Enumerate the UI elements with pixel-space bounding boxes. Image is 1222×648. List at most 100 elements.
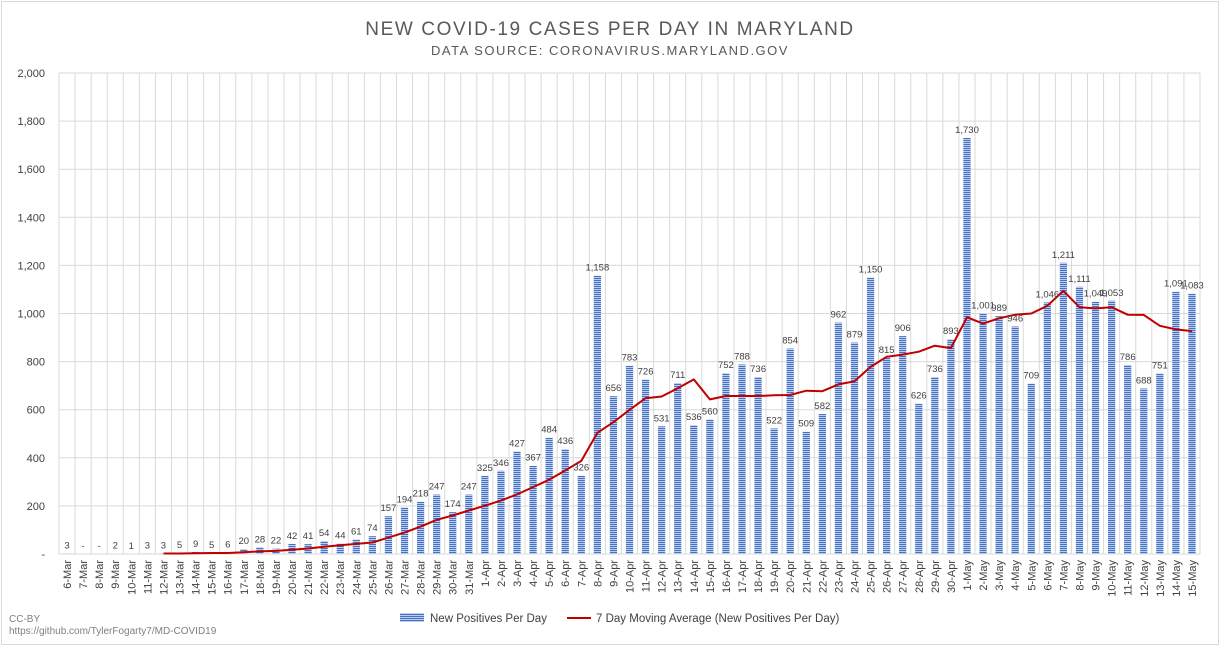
x-tick-label: 23-Apr	[833, 560, 845, 593]
bar	[963, 137, 971, 554]
x-tick-label: 7-May	[1058, 560, 1070, 591]
x-tick-label: 7-Apr	[576, 560, 588, 587]
data-label: 1,730	[955, 125, 979, 136]
x-tick-label: 25-Mar	[367, 560, 379, 595]
x-tick-label: 17-Mar	[239, 560, 251, 595]
x-tick-label: 24-Mar	[351, 560, 363, 595]
data-label: 946	[1007, 313, 1023, 324]
bar	[1059, 262, 1068, 554]
data-label: 5	[209, 540, 214, 551]
bar	[754, 376, 762, 554]
data-label: 218	[413, 489, 429, 500]
data-label: 783	[622, 353, 638, 364]
bar	[1156, 373, 1164, 554]
y-axis-ticks: - 200 400 600 800 1,000 1,200 1,400 1,600 1,800 2,…	[17, 68, 45, 561]
x-tick-label: 10-Mar	[126, 560, 138, 595]
x-tick-label: 15-Apr	[705, 560, 717, 593]
data-label: 509	[798, 419, 814, 430]
x-tick-label: 11-May	[1123, 560, 1135, 596]
x-tick-label: 9-Apr	[608, 560, 620, 587]
data-label: 893	[943, 326, 959, 337]
data-label: 560	[702, 406, 718, 417]
x-tick-label: 10-Apr	[625, 560, 637, 593]
bar	[143, 553, 152, 554]
x-tick-label: 3-Apr	[512, 560, 524, 587]
bar	[545, 437, 553, 554]
y-tick-label: -	[41, 549, 45, 561]
bar	[786, 348, 794, 554]
x-tick-label: 6-Mar	[62, 560, 74, 589]
bar	[497, 470, 505, 554]
x-tick-label: 29-Apr	[930, 560, 942, 593]
credit-url: https://github.com/TylerFogarty7/MD-COVI…	[9, 626, 217, 637]
x-tick-label: 6-May	[1042, 560, 1054, 591]
bar	[706, 419, 714, 554]
x-tick-label: 26-Mar	[383, 560, 395, 595]
data-label: 3	[161, 540, 166, 551]
x-tick-label: 15-May	[1187, 560, 1199, 597]
data-label: 736	[750, 364, 766, 375]
bar	[513, 451, 521, 554]
data-label: 247	[461, 482, 477, 493]
legend-bar-label: New Positives Per Day	[430, 613, 547, 625]
x-tick-label: 13-May	[1155, 560, 1167, 597]
bar	[834, 322, 843, 554]
data-label: 3	[64, 540, 69, 551]
x-tick-label: 18-Mar	[255, 560, 267, 595]
legend-line-label: 7 Day Moving Average (New Positives Per …	[596, 613, 839, 625]
bar	[1027, 383, 1035, 554]
data-label: 44	[335, 530, 346, 541]
data-label: 854	[782, 336, 798, 347]
bar	[1091, 301, 1100, 554]
x-tick-label: 28-Apr	[914, 560, 926, 593]
data-label: 536	[686, 412, 702, 423]
data-label: 582	[814, 401, 830, 412]
x-tick-label: 31-Mar	[464, 560, 476, 595]
bar	[400, 507, 409, 554]
x-tick-label: 26-Apr	[882, 560, 894, 593]
line-series	[163, 289, 1193, 555]
credit-license: CC-BY	[9, 614, 40, 625]
bar	[995, 316, 1003, 554]
bar	[1043, 302, 1051, 554]
y-tick-label: 1,000	[17, 309, 45, 321]
x-tick-label: 1-May	[962, 560, 974, 591]
x-tick-label: 10-May	[1107, 560, 1119, 597]
bar	[1140, 388, 1148, 554]
x-tick-label: 28-Mar	[416, 560, 428, 595]
x-tick-label: 2-May	[978, 560, 990, 591]
bar	[1172, 291, 1180, 554]
data-label: 6	[225, 540, 230, 551]
data-label: 1,046	[1035, 289, 1059, 300]
x-tick-label: 15-Mar	[207, 560, 219, 595]
data-label: 879	[847, 330, 863, 341]
data-label: 74	[367, 523, 378, 534]
x-tick-label: 9-Mar	[110, 560, 122, 589]
bar	[690, 425, 698, 554]
x-tick-label: 12-Apr	[657, 560, 669, 593]
legend-bar-swatch	[400, 613, 424, 622]
x-tick-label: 22-Mar	[319, 560, 331, 595]
bar	[336, 543, 344, 554]
data-label: 1,083	[1180, 281, 1204, 292]
x-tick-label: 8-Apr	[592, 560, 604, 587]
data-label: 3	[145, 540, 150, 551]
data-label: 726	[638, 366, 654, 377]
data-label: 1,211	[1052, 250, 1075, 261]
bar	[641, 379, 650, 554]
bar	[529, 465, 537, 554]
x-tick-label: 30-Apr	[946, 560, 958, 593]
bar	[850, 342, 859, 554]
data-label: 752	[718, 360, 734, 371]
data-label: 711	[670, 370, 685, 381]
bar	[658, 426, 666, 554]
y-tick-label: 200	[27, 501, 45, 513]
bar	[625, 365, 634, 554]
x-tick-label: 24-Apr	[849, 560, 861, 593]
data-label: 325	[477, 463, 493, 474]
x-tick-label: 30-Mar	[448, 560, 460, 595]
x-axis-ticks: 6-Mar 7-Mar 8-Mar 9-Mar 10-Mar 11-Mar 12-Mar 13…	[62, 560, 1199, 597]
y-tick-label: 600	[27, 405, 45, 417]
x-tick-label: 8-May	[1074, 560, 1086, 591]
